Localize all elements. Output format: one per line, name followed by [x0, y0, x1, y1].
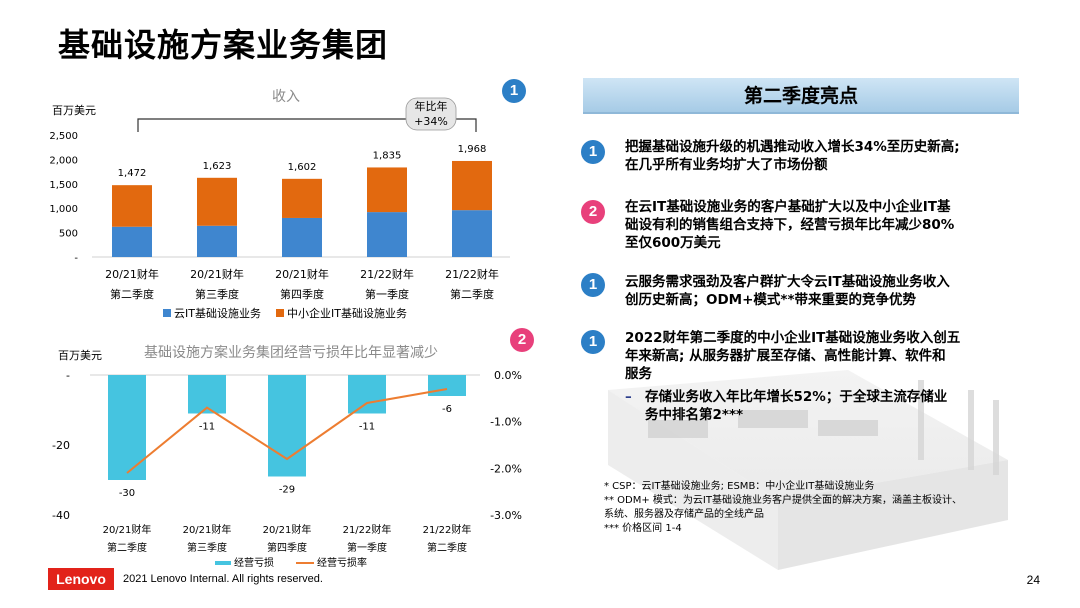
- chart1-bar-smb: [452, 160, 492, 211]
- chart1-bar-cloud: [452, 210, 492, 257]
- chart2-x-tick-label: 20/21财年: [103, 523, 152, 536]
- chart1-bar-smb: [367, 167, 407, 213]
- chart2-legend-label: 经营亏损率: [317, 556, 367, 569]
- highlights-header: 第二季度亮点: [583, 78, 1019, 114]
- highlight-3-text: 云服务需求强劲及客户群扩大令云IT基础设施业务收入 创历史新高；ODM+模式**…: [625, 274, 950, 308]
- chart1-x-tick-label: 21/22财年: [445, 267, 499, 281]
- chart1-total-label: 1,602: [288, 162, 317, 173]
- chart1-legend-label: 中小企业IT基础设施业务: [287, 306, 407, 320]
- chart2-loss-rate-line: [126, 388, 448, 474]
- chart1-growth-badge: [405, 97, 457, 131]
- chart1-bar-cloud: [112, 226, 152, 257]
- chart2-legend-swatch: [215, 561, 231, 565]
- chart2-y-left-tick-label: -20: [52, 439, 70, 452]
- chart1-growth-badge-line2: +34%: [414, 115, 448, 128]
- page-title: 基础设施方案业务集团: [58, 26, 389, 64]
- chart1-total-label: 1,623: [203, 161, 232, 172]
- chart1-total-label: 1,835: [373, 150, 402, 161]
- chart2-bar-label: -11: [199, 422, 215, 433]
- chart1-bar-smb: [112, 185, 152, 227]
- highlight-1-text: 把握基础设施升级的机遇推动收入增长34%至历史新高; 在几乎所有业务均扩大了市场…: [625, 139, 960, 173]
- chart2-bar-label: -6: [442, 404, 452, 415]
- chart2-y-left-tick-label: -: [66, 369, 70, 382]
- chart1-y-tick-label: 500: [59, 229, 78, 240]
- chart2-x-tick-label: 21/22财年: [423, 523, 472, 536]
- chart1-bar-cloud: [197, 225, 237, 257]
- highlight-2-marker: 2: [581, 200, 605, 224]
- chart2-x-tick-label: 20/21财年: [183, 523, 232, 536]
- highlight-1-marker: 1: [581, 140, 605, 164]
- chart1-total-label: 1,472: [118, 168, 147, 179]
- chart2-x-tick-label: 21/22财年: [343, 523, 392, 536]
- footnotes: * CSP：云IT基础设施业务; ESMB：中小企业IT基础设施业务 ** OD…: [604, 481, 962, 534]
- chart1-x-tick-label: 20/21财年: [105, 267, 159, 281]
- chart1-x-tick-label: 第二季度: [110, 287, 154, 301]
- chart1-x-tick-label: 第四季度: [280, 287, 324, 301]
- chart1-x-tick-label: 第二季度: [450, 287, 494, 301]
- chart2-x-tick-label: 第一季度: [347, 541, 387, 554]
- chart2-loss-bar: [268, 375, 306, 477]
- chart2-title: 基础设施方案业务集团经营亏损年比年显著减少: [144, 344, 438, 361]
- chart1-marker-badge: 1: [502, 79, 526, 103]
- chart1-x-tick-label: 20/21财年: [275, 267, 329, 281]
- chart1-x-tick-label: 第三季度: [195, 287, 239, 301]
- chart1-unit-label: 百万美元: [52, 104, 96, 117]
- chart2-legend-label: 经营亏损: [234, 556, 274, 569]
- chart2-y-right-tick-label: -3.0%: [490, 509, 522, 522]
- chart2-loss-bar: [108, 375, 146, 480]
- chart1-bar-cloud: [282, 217, 322, 257]
- chart1-legend-swatch: [276, 309, 284, 317]
- lenovo-logo: Lenovo: [48, 568, 114, 590]
- highlight-4-subpoint: – 存储业务收入年比年增长52%；于全球主流存储业 务中排名第2***: [625, 389, 948, 423]
- chart1-y-tick-label: 1,500: [49, 180, 78, 191]
- chart1-growth-badge-line1: 年比年: [415, 99, 448, 113]
- chart2-y-left-tick-label: -40: [52, 509, 70, 522]
- chart2-x-tick-label: 20/21财年: [263, 523, 312, 536]
- chart1-legend-label: 云IT基础设施业务: [174, 307, 261, 320]
- chart1-bar-cloud: [367, 212, 407, 257]
- highlight-3-marker: 1: [581, 273, 605, 297]
- chart1-growth-bracket: [137, 118, 477, 132]
- chart2-x-tick-label: 第三季度: [187, 541, 227, 554]
- chart2-bar-label: -30: [119, 488, 135, 499]
- chart2-y-right-tick-label: -1.0%: [490, 416, 522, 429]
- highlight-4-marker: 1: [581, 330, 605, 354]
- chart1-y-tick-label: 2,000: [49, 155, 78, 166]
- chart2-marker-badge: 2: [510, 328, 534, 352]
- chart1-y-tick-label: 1,000: [49, 204, 78, 215]
- highlight-2-text: 在云IT基础设施业务的客户基础扩大以及中小企业IT基 础设有利的销售组合支持下，…: [625, 199, 955, 251]
- highlight-4-text: 2022财年第二季度的中小企业IT基础设施业务收入创五 年来新高; 从服务器扩展…: [625, 330, 961, 382]
- chart1-legend-swatch: [163, 309, 171, 317]
- copyright-text: 2021 Lenovo Internal. All rights reserve…: [123, 573, 323, 585]
- chart1-bar-smb: [282, 178, 322, 218]
- chart2-x-tick-label: 第二季度: [427, 541, 467, 554]
- chart2-x-tick-label: 第二季度: [107, 541, 147, 554]
- chart2-bar-label: -29: [279, 485, 295, 496]
- dash-bullet: –: [625, 389, 632, 405]
- chart1-x-tick-label: 21/22财年: [360, 267, 414, 281]
- chart1-title: 收入: [272, 89, 300, 105]
- chart2-bar-label: -11: [359, 422, 375, 433]
- chart1-x-tick-label: 20/21财年: [190, 267, 244, 281]
- chart2-loss-bar: [348, 375, 386, 414]
- chart2-x-tick-label: 第四季度: [267, 541, 307, 554]
- chart2-unit-label: 百万美元: [58, 349, 102, 362]
- chart1-bar-smb: [197, 177, 237, 226]
- chart1-total-label: 1,968: [458, 144, 487, 155]
- server-illustration: [608, 370, 1008, 570]
- chart1-y-tick-label: 2,500: [49, 131, 78, 142]
- chart1-x-tick-label: 第一季度: [365, 287, 409, 301]
- chart2-loss-bar: [428, 375, 466, 396]
- chart2-y-right-tick-label: 0.0%: [494, 369, 522, 382]
- chart1-y-tick-label: -: [74, 253, 78, 264]
- page-number: 24: [1026, 573, 1040, 587]
- chart2-y-right-tick-label: -2.0%: [490, 462, 522, 475]
